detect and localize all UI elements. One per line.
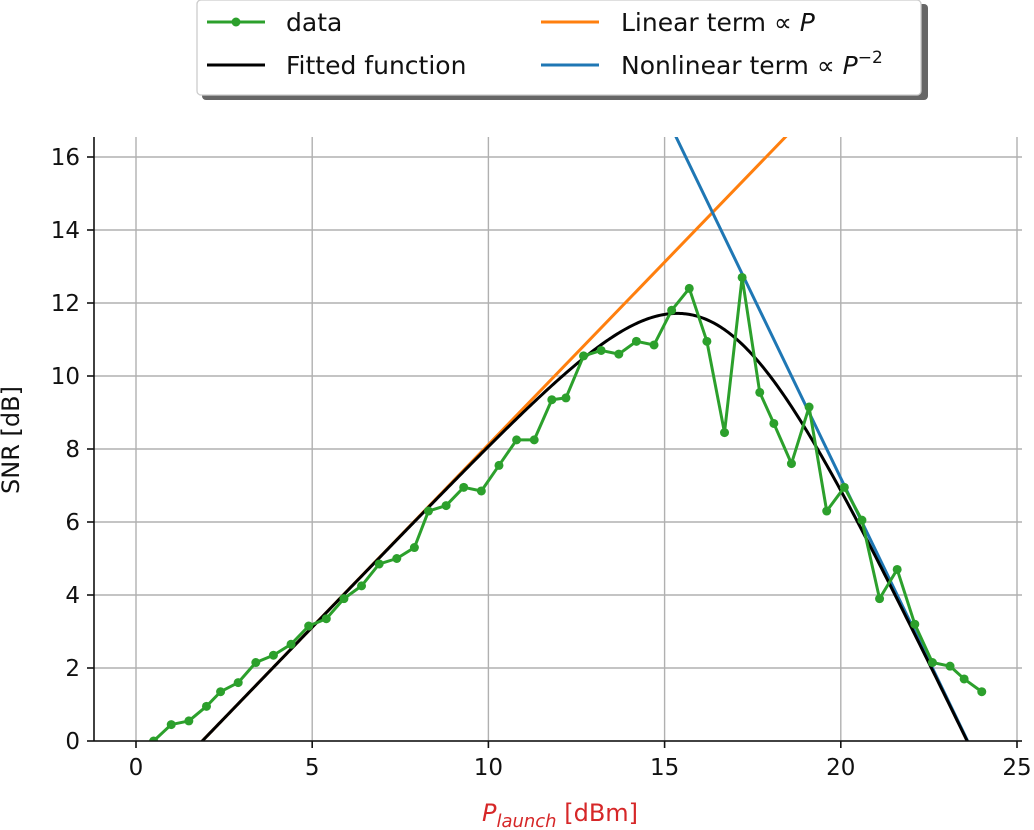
legend-label-linear-term-text: Linear term — [621, 8, 766, 37]
legend-label-linear-term-math: ∝ P — [774, 8, 816, 37]
data-point — [649, 340, 659, 350]
data-point — [786, 459, 796, 469]
ticks: 0 5 10 15 20 25 0 2 4 6 8 10 12 14 16 — [51, 145, 1032, 781]
y-tick-label: 2 — [65, 656, 80, 682]
x-tick-label: 10 — [474, 755, 503, 781]
data-point — [286, 639, 296, 649]
data-point — [374, 559, 384, 569]
x-tick-label: 0 — [129, 755, 144, 781]
data-point — [892, 564, 902, 574]
x-axis-label: Plaunch [dBm] — [482, 799, 638, 830]
data-point — [910, 619, 920, 629]
y-tick-label: 0 — [65, 729, 80, 755]
data-point — [339, 594, 349, 604]
nonlinear-term-line — [674, 137, 970, 741]
data-point — [304, 621, 314, 631]
data-point — [959, 674, 969, 684]
legend-label-nonlinear-term-exponent: −2 — [858, 48, 883, 68]
data-point — [702, 336, 712, 346]
y-tick-label: 10 — [51, 364, 80, 390]
data-point — [233, 678, 243, 688]
legend-label-nonlinear-term-text: Nonlinear term — [621, 51, 809, 80]
data-point — [667, 305, 677, 315]
data-point — [822, 506, 832, 516]
x-axis-label-subscript: launch — [496, 811, 556, 830]
legend-entry-nonlinear-term: Nonlinear term ∝ P−2 — [541, 48, 883, 80]
data-point — [927, 658, 937, 668]
data-point — [149, 736, 159, 741]
data-point — [321, 614, 331, 624]
y-tick-label: 14 — [51, 218, 80, 244]
data-point — [547, 395, 557, 405]
data-point — [684, 283, 694, 293]
legend-label-linear-term: Linear term ∝ P — [621, 8, 816, 37]
data-point — [804, 402, 814, 412]
data-point — [216, 687, 226, 697]
linear-term-line — [200, 137, 788, 741]
legend-entry-fitted-function: Fitted function — [207, 51, 466, 80]
data-point — [631, 336, 641, 346]
data-point — [512, 435, 522, 445]
data-point — [459, 482, 469, 492]
data-point — [596, 345, 606, 355]
x-axis-label-symbol: P — [482, 799, 497, 827]
legend: data Fitted function Linear term ∝ P Non… — [196, 0, 928, 100]
y-tick-label: 12 — [51, 291, 80, 317]
data-point — [251, 658, 261, 668]
data-point — [839, 482, 849, 492]
y-tick-label: 6 — [65, 510, 80, 536]
data-point — [737, 272, 747, 282]
y-tick-label: 4 — [65, 583, 80, 609]
data-point — [579, 351, 589, 361]
grid — [94, 137, 1022, 742]
data-point — [166, 720, 176, 730]
y-tick-label: 16 — [51, 145, 80, 171]
plot-area — [149, 137, 987, 741]
data-point — [201, 701, 211, 711]
legend-label-data: data — [286, 8, 342, 37]
legend-label-nonlinear-term: Nonlinear term ∝ P−2 — [621, 48, 883, 80]
data-point — [561, 393, 571, 403]
data-point — [945, 661, 955, 671]
x-tick-label: 5 — [305, 755, 320, 781]
series-group — [149, 137, 987, 741]
data-point — [184, 716, 194, 726]
data-point — [857, 515, 867, 525]
data-point — [441, 501, 451, 511]
legend-label-fitted-function: Fitted function — [286, 51, 466, 80]
x-tick-label: 20 — [826, 755, 855, 781]
data-point — [720, 428, 730, 438]
data-point — [392, 554, 402, 563]
data-point — [423, 506, 433, 516]
data-point — [409, 543, 419, 553]
data-point — [875, 594, 885, 604]
data-line — [152, 275, 983, 741]
x-tick-label: 15 — [650, 755, 679, 781]
x-axis-label-unit: [dBm] — [557, 799, 638, 827]
data-point — [529, 435, 539, 445]
legend-entry-data: data — [207, 8, 342, 37]
data-point — [494, 460, 504, 470]
legend-entry-linear-term: Linear term ∝ P — [541, 8, 816, 37]
legend-marker-data — [231, 17, 241, 27]
axes — [93, 137, 1022, 742]
data-point — [755, 387, 765, 397]
y-tick-label: 8 — [65, 437, 80, 463]
data-point — [769, 418, 779, 428]
data-point — [977, 687, 987, 697]
y-axis-label: SNR [dB] — [0, 386, 25, 494]
data-point — [476, 486, 486, 496]
data-point — [614, 349, 624, 359]
x-tick-label: 25 — [1002, 755, 1031, 781]
legend-box — [196, 0, 922, 96]
legend-label-nonlinear-term-math: ∝ P — [817, 51, 859, 80]
data-point — [357, 581, 367, 591]
data-point — [268, 650, 278, 660]
